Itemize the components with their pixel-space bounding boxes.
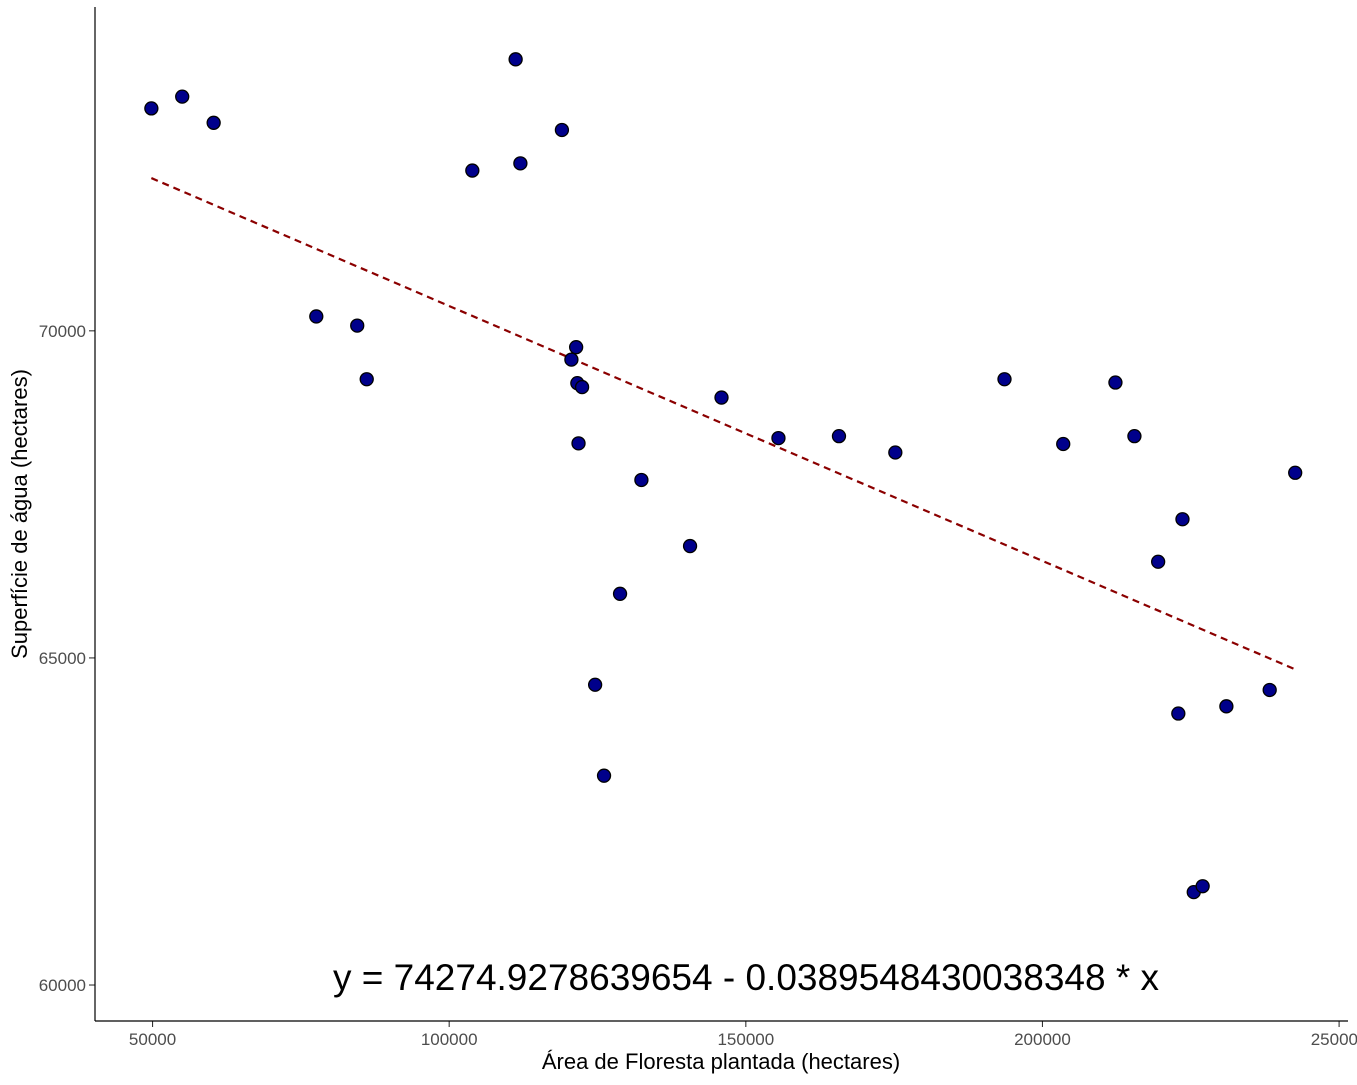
data-point [587,677,603,692]
data-point [574,379,590,395]
data-point [568,340,584,355]
data-point [997,372,1012,387]
data-point [359,372,374,387]
y-tick-label: 70000 [39,322,86,341]
data-point [771,430,786,446]
data-point [350,318,365,333]
data-point [888,445,903,460]
data-point [1195,879,1210,894]
data-point [1175,512,1190,527]
data-point [571,436,586,451]
y-tick-label: 65000 [39,649,86,668]
data-point [206,115,221,130]
data-point [144,101,159,116]
x-axis-title: Área de Floresta plantada (hectares) [542,1049,900,1074]
data-point [1288,465,1303,480]
y-axis-title: Superfície de água (hectares) [7,369,32,659]
regression-equation: y = 74274.9278639654 - 0.038954843003834… [333,957,1160,998]
data-point [175,89,190,104]
data-point [1108,375,1123,390]
data-point [596,768,612,783]
data-point [1151,554,1166,569]
data-point [634,472,649,488]
data-point [564,352,579,367]
data-point [1219,699,1234,714]
data-point [508,52,523,67]
data-point [1056,436,1071,452]
data-point [682,538,698,554]
data-point [309,309,324,324]
data-point [612,586,628,601]
data-point [1127,429,1142,444]
x-tick-label: 150000 [717,1030,774,1049]
x-tick-label: 100000 [421,1030,478,1049]
data-point [1262,682,1277,698]
trendline-layer [150,177,1296,671]
axis-ticks: 50000 100000 150000 200000 250000 60000 65000 7… [39,322,1357,1049]
data-point [1171,706,1186,721]
x-tick-label: 50000 [129,1030,176,1049]
regression-trendline [150,177,1296,671]
data-point [554,122,570,138]
data-points [144,52,1303,900]
data-point [831,429,847,444]
x-tick-label: 200000 [1014,1030,1071,1049]
y-tick-label: 60000 [39,976,86,995]
x-tick-label: 250000 [1311,1030,1357,1049]
data-point [513,156,528,171]
axes [94,7,1348,1022]
data-point [465,163,480,178]
data-point [714,390,729,405]
